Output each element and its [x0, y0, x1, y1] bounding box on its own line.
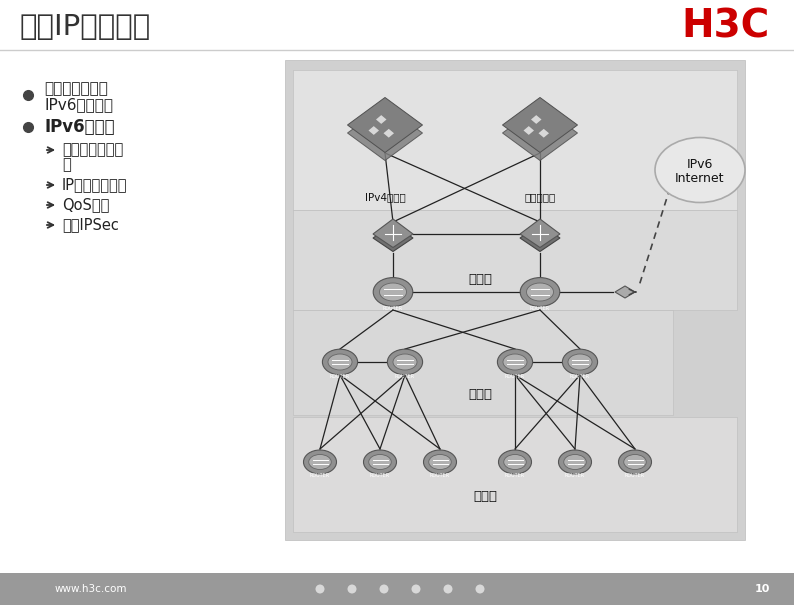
Ellipse shape — [497, 349, 533, 375]
Text: ROUTER: ROUTER — [565, 473, 585, 478]
Polygon shape — [615, 286, 635, 298]
FancyBboxPatch shape — [293, 210, 737, 310]
Polygon shape — [531, 115, 542, 124]
Ellipse shape — [619, 450, 652, 474]
Ellipse shape — [520, 278, 560, 306]
Ellipse shape — [322, 349, 357, 375]
FancyBboxPatch shape — [285, 60, 745, 540]
Circle shape — [315, 584, 325, 594]
Text: ROUTER: ROUTER — [625, 473, 645, 478]
Text: 核心层: 核心层 — [468, 273, 492, 286]
Polygon shape — [348, 105, 422, 160]
FancyBboxPatch shape — [0, 0, 794, 50]
Polygon shape — [503, 97, 577, 152]
Text: 内置IPSec: 内置IPSec — [62, 218, 119, 232]
Polygon shape — [503, 105, 577, 160]
Ellipse shape — [368, 454, 391, 469]
Text: 汇聚层: 汇聚层 — [468, 388, 492, 401]
Circle shape — [380, 584, 388, 594]
FancyBboxPatch shape — [293, 417, 737, 532]
Text: ROUTER: ROUTER — [395, 374, 415, 379]
Ellipse shape — [387, 349, 422, 375]
Text: Internet: Internet — [675, 172, 725, 186]
Ellipse shape — [364, 450, 396, 474]
Ellipse shape — [393, 354, 417, 370]
Text: IPv4服务器: IPv4服务器 — [364, 192, 406, 202]
Ellipse shape — [423, 450, 457, 474]
Ellipse shape — [564, 454, 586, 469]
Text: ROUTER: ROUTER — [383, 306, 403, 311]
Circle shape — [348, 584, 357, 594]
Text: IPv6的驱动力: IPv6的驱动力 — [44, 97, 113, 113]
Polygon shape — [373, 219, 413, 247]
Text: H3C: H3C — [682, 8, 770, 46]
Ellipse shape — [526, 283, 553, 301]
Text: IP地址自动配置: IP地址自动配置 — [62, 177, 128, 192]
Text: ROUTER: ROUTER — [430, 473, 450, 478]
Text: 地址空间极大增: 地址空间极大增 — [62, 143, 123, 157]
Text: ROUTER: ROUTER — [330, 374, 350, 379]
Text: IPv6的优点: IPv6的优点 — [44, 118, 114, 136]
Circle shape — [411, 584, 421, 594]
Ellipse shape — [309, 454, 331, 469]
Ellipse shape — [624, 454, 646, 469]
Ellipse shape — [503, 354, 527, 370]
Ellipse shape — [503, 454, 526, 469]
Circle shape — [444, 584, 453, 594]
Text: 解决IP地址短缺: 解决IP地址短缺 — [20, 13, 151, 41]
Polygon shape — [368, 126, 379, 135]
Text: ROUTER: ROUTER — [370, 473, 390, 478]
Text: 10: 10 — [754, 584, 770, 594]
Text: ROUTER: ROUTER — [310, 473, 330, 478]
Text: 接入层: 接入层 — [473, 490, 497, 503]
Polygon shape — [384, 129, 394, 138]
Text: 加: 加 — [62, 157, 71, 172]
Polygon shape — [523, 126, 534, 135]
Ellipse shape — [429, 454, 451, 469]
Polygon shape — [373, 224, 413, 252]
Polygon shape — [348, 97, 422, 152]
Text: QoS增强: QoS增强 — [62, 197, 110, 212]
Text: ROUTER: ROUTER — [505, 374, 525, 379]
FancyBboxPatch shape — [293, 70, 737, 210]
Ellipse shape — [373, 278, 413, 306]
Text: ROUTER: ROUTER — [530, 306, 550, 311]
Text: IPv6: IPv6 — [687, 157, 713, 171]
FancyBboxPatch shape — [0, 573, 794, 605]
Ellipse shape — [558, 450, 592, 474]
Ellipse shape — [562, 349, 598, 375]
Text: ROUTER: ROUTER — [505, 473, 525, 478]
FancyBboxPatch shape — [0, 583, 794, 605]
Polygon shape — [520, 224, 560, 252]
Text: www.h3c.com: www.h3c.com — [55, 584, 128, 594]
Text: ROUTER: ROUTER — [570, 374, 590, 379]
FancyBboxPatch shape — [0, 0, 794, 573]
Polygon shape — [538, 129, 549, 138]
Polygon shape — [520, 219, 560, 247]
Ellipse shape — [303, 450, 337, 474]
Polygon shape — [376, 115, 387, 124]
Ellipse shape — [328, 354, 352, 370]
FancyBboxPatch shape — [293, 310, 673, 415]
Ellipse shape — [655, 137, 745, 203]
Ellipse shape — [499, 450, 531, 474]
Ellipse shape — [568, 354, 592, 370]
Text: 双栈服务器: 双栈服务器 — [524, 192, 556, 202]
Circle shape — [476, 584, 484, 594]
Text: 公有地址短缺是: 公有地址短缺是 — [44, 82, 108, 97]
Ellipse shape — [380, 283, 407, 301]
